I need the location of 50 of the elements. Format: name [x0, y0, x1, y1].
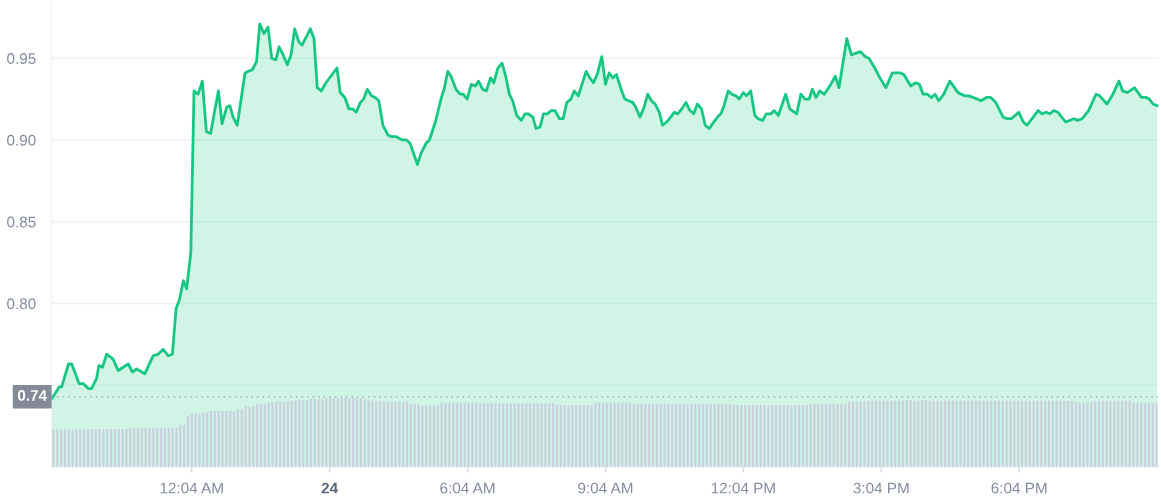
bar — [678, 404, 682, 467]
bar — [751, 404, 755, 467]
bar — [382, 401, 386, 467]
bar — [505, 403, 509, 467]
bar — [874, 400, 878, 467]
x-tick-label: 12:04 AM — [160, 482, 223, 494]
bar — [947, 400, 951, 467]
x-tick-label: 6:04 PM — [991, 482, 1047, 494]
bar — [186, 415, 190, 467]
bar — [824, 404, 828, 467]
bar — [578, 404, 582, 467]
bar — [63, 429, 67, 467]
bar — [159, 428, 163, 467]
bar — [628, 402, 632, 467]
bar — [1020, 400, 1024, 467]
text: 24 — [321, 482, 339, 494]
bar — [209, 411, 213, 467]
bar — [309, 398, 313, 467]
bar — [555, 404, 559, 467]
bar — [405, 401, 409, 467]
bar — [801, 404, 805, 467]
ref-line-label: 0.74 — [17, 389, 47, 401]
bar — [432, 405, 436, 467]
x-tick-label: 12:04 PM — [711, 482, 775, 494]
bar — [774, 404, 778, 467]
bar — [52, 429, 55, 467]
bar — [651, 404, 655, 467]
bar — [136, 428, 140, 467]
x-tick-label: 9:04 AM — [578, 482, 633, 494]
x-tick-label: 6:04 AM — [440, 482, 495, 494]
x-tick-label: 3:04 PM — [853, 482, 909, 494]
bar — [455, 402, 459, 467]
y-tick-label: 0.80 — [7, 298, 36, 310]
bar — [1070, 400, 1074, 467]
bar — [701, 404, 705, 467]
bar — [997, 400, 1001, 467]
bar — [897, 400, 901, 467]
bar — [1120, 400, 1124, 467]
bar — [1155, 402, 1158, 467]
y-tick-label: 0.85 — [7, 216, 36, 228]
bar — [924, 400, 928, 467]
y-tick-label: 0.95 — [7, 53, 36, 64]
bar — [259, 404, 263, 467]
bar — [86, 429, 90, 467]
bar — [282, 401, 286, 467]
bar — [332, 398, 336, 467]
y-tick-label: 0.90 — [7, 134, 36, 146]
bar — [528, 403, 532, 467]
bar — [1047, 400, 1051, 467]
bar — [1143, 402, 1147, 467]
